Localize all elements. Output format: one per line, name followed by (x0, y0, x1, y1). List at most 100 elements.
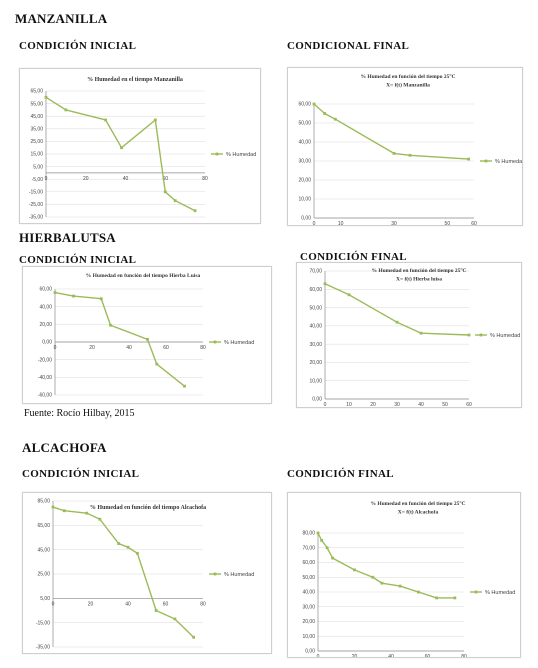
label-final-condition: CONDICIONAL FINAL (287, 40, 410, 52)
label-initial-condition: CONDICIÓN INICIAL (22, 468, 140, 480)
data-point (104, 118, 108, 122)
chart-subtitle: X= f(t) Hierba luisa (396, 276, 442, 283)
x-tick-label: 60 (466, 402, 472, 407)
chart-subtitle: X= f(t) Alcachofa (398, 509, 439, 516)
data-point (331, 556, 334, 560)
legend-marker (213, 572, 217, 576)
x-tick-label: 80 (200, 345, 206, 351)
y-tick-label: 80,00 (302, 531, 315, 537)
x-tick-label: 10 (338, 221, 344, 225)
chart-title: % Humedad en función del tiempo 25°C (360, 73, 455, 80)
chart-svg: 80,00 70,00 60,00 50,00 40,00 30,00 20,00 10,00… (302, 500, 515, 657)
y-tick-label: 10,00 (309, 378, 322, 384)
x-tick-label: 0 (317, 654, 320, 657)
chart-title: % Humedad en función del tiempo 25°C (371, 267, 466, 274)
x-tick-label: 20 (89, 345, 95, 351)
data-point (435, 596, 439, 600)
x-tick-label: 40 (123, 176, 129, 182)
chart-subtitle: X= f(t) Manzanilla (386, 82, 430, 89)
chart-panel-hierbalutsa-final: 70,00 60,00 50,00 40,00 30,00 20,00 10,00 0,00 0… (296, 262, 522, 408)
y-tick-label: 45,00 (37, 547, 50, 553)
data-point (98, 517, 102, 521)
data-point (64, 108, 68, 112)
y-tick-label: 10,00 (302, 634, 315, 640)
x-tick-label: 0 (45, 176, 48, 182)
series-line (324, 283, 470, 336)
y-tick-label: -60,00 (38, 393, 52, 399)
section-title-hierbalutsa: HIERBALUTSA (19, 230, 116, 245)
series-line (45, 96, 196, 212)
legend-marker (479, 333, 483, 337)
data-point (62, 509, 66, 513)
data-point (323, 112, 327, 115)
data-point (467, 157, 471, 161)
x-tick-label: 0 (54, 345, 57, 351)
data-point (408, 153, 412, 157)
y-tick-label: 60,00 (302, 560, 315, 566)
y-tick-label: 0,00 (305, 649, 315, 655)
x-tick-label: 0 (313, 221, 316, 225)
y-tick-label: 40,00 (39, 304, 52, 310)
y-tick-label: 20,00 (298, 178, 311, 184)
data-point (316, 531, 320, 535)
x-tick-label: 60 (425, 654, 431, 657)
x-tick-label: 30 (391, 221, 397, 225)
y-tick-label: 60,00 (309, 287, 322, 293)
legend-label: % Humeda (495, 159, 522, 165)
chart-svg: 60,00 50,00 40,00 30,00 20,00 10,00 0,000 10 30 5… (298, 73, 522, 225)
y-tick-label: -15,00 (29, 190, 43, 196)
y-tick-label: 20,00 (302, 619, 315, 625)
data-point (398, 584, 402, 588)
y-tick-label: 50,00 (302, 575, 315, 581)
x-tick-label: 60 (163, 601, 169, 607)
y-tick-label: 40,00 (302, 590, 315, 596)
data-point (453, 596, 457, 600)
data-point (320, 538, 324, 542)
x-tick-label: 0 (52, 601, 55, 607)
chart-svg: 65,00 55,00 45,00 35,00 25,00 15,00 5,00 -5,00 -… (29, 77, 256, 221)
y-tick-label: 50,00 (298, 121, 311, 127)
legend-marker (215, 152, 219, 156)
y-tick-label: 20,00 (309, 360, 322, 366)
x-tick-label: 50 (442, 402, 448, 407)
y-tick-label: 85,00 (37, 499, 50, 505)
y-tick-label: -40,00 (38, 375, 52, 381)
x-tick-label: 60 (163, 345, 169, 351)
chart-title: % Humedad en función del tiempo 25°C (370, 500, 465, 507)
x-tick-label: 40 (418, 402, 424, 407)
data-point (325, 546, 329, 550)
label-initial-condition: CONDICIÓN INICIAL (19, 40, 137, 52)
y-tick-label: 60,00 (298, 102, 311, 108)
chart-panel-hierbalutsa-initial: 60,00 40,00 20,00 0,00 -20,00 -40,00 -60,00 0 20… (22, 266, 272, 404)
series-line (313, 103, 469, 160)
y-tick-label: 0,00 (312, 397, 322, 403)
data-point (120, 146, 123, 150)
y-tick-label: 25,00 (30, 139, 43, 145)
chart-svg: 85,00 65,00 45,00 25,00 5,00 -15,00 -35,00 0 20 4… (36, 499, 254, 651)
data-point (44, 95, 48, 99)
y-tick-label: -20,00 (38, 357, 52, 363)
y-tick-label: 45,00 (30, 114, 43, 120)
legend-marker (474, 590, 478, 594)
data-point (51, 505, 55, 509)
y-tick-label: 70,00 (309, 269, 322, 275)
data-point (347, 293, 351, 297)
chart-panel-manzanilla-initial: 65,00 55,00 45,00 35,00 25,00 15,00 5,00 -5,00 -… (19, 68, 261, 224)
section-title-manzanilla: MANZANILLA (15, 11, 108, 26)
data-point (85, 511, 89, 515)
y-tick-label: 5,00 (40, 596, 50, 602)
y-tick-label: -35,00 (29, 215, 43, 221)
data-point (371, 575, 375, 579)
data-point (467, 333, 471, 337)
chart-svg: 60,00 40,00 20,00 0,00 -20,00 -40,00 -60,00 0 20… (38, 273, 254, 399)
x-tick-label: 60 (162, 176, 168, 182)
data-point (183, 384, 186, 388)
data-point (117, 542, 121, 545)
x-tick-label: 30 (394, 402, 400, 407)
x-tick-label: 80 (200, 601, 206, 607)
y-tick-label: 30,00 (298, 159, 311, 165)
y-tick-label: 25,00 (37, 572, 50, 578)
y-tick-label: 0,00 (301, 216, 311, 222)
data-point (380, 581, 384, 585)
y-tick-label: 65,00 (37, 523, 50, 529)
